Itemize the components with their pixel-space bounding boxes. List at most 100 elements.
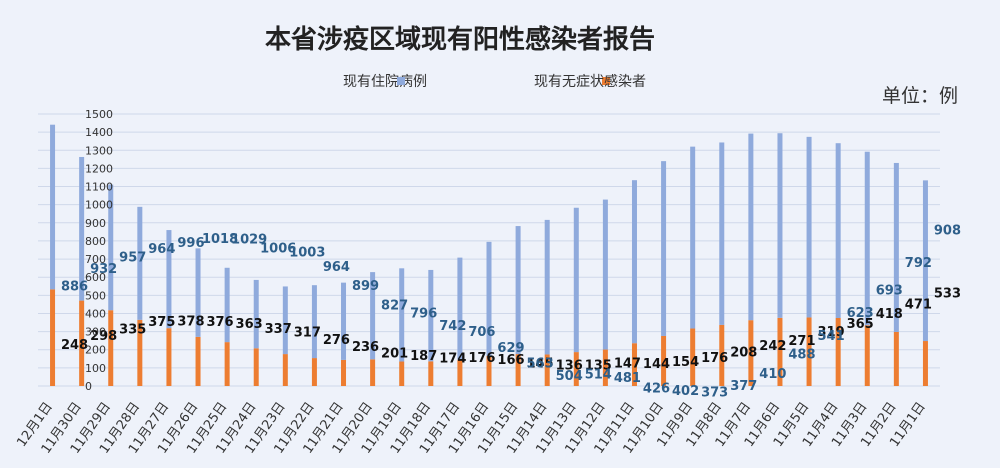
bar-hospitalized: [457, 359, 463, 386]
chart-title: 本省涉疫区域现有阳性感染者报告: [265, 24, 655, 55]
label-asymptomatic: 1003: [289, 246, 325, 261]
bar-asymptomatic: [573, 207, 579, 353]
bar-asymptomatic: [777, 133, 783, 318]
label-hospitalized: 298: [90, 329, 117, 344]
label-hospitalized: 166: [497, 353, 524, 368]
label-hospitalized: 145: [527, 357, 554, 372]
bar-asymptomatic: [50, 124, 56, 290]
label-hospitalized: 276: [323, 333, 350, 348]
label-hospitalized: 176: [468, 351, 495, 366]
bar-hospitalized: [486, 355, 492, 386]
label-hospitalized: 242: [759, 339, 786, 354]
y-tick-label: 1500: [85, 108, 113, 121]
bar-hospitalized: [224, 342, 230, 386]
label-asymptomatic: 706: [468, 325, 495, 340]
label-hospitalized: 271: [788, 334, 815, 349]
legend-label: 现有无症状感染者: [534, 73, 646, 90]
bar-hospitalized: [282, 354, 288, 386]
label-asymptomatic: 541: [817, 329, 844, 344]
bar-hospitalized: [806, 317, 812, 386]
bar-hospitalized: [253, 348, 259, 386]
y-tick-label: 1000: [85, 199, 113, 212]
bar-hospitalized: [777, 317, 783, 386]
bar-asymptomatic: [428, 269, 434, 362]
y-tick-label: 900: [85, 217, 106, 230]
legend-swatch: [397, 77, 405, 85]
label-asymptomatic: 964: [323, 260, 350, 275]
label-hospitalized: 136: [556, 358, 583, 373]
label-hospitalized: 375: [148, 315, 175, 330]
bar-asymptomatic: [457, 257, 463, 360]
bar-hospitalized: [922, 341, 928, 386]
bar-asymptomatic: [719, 142, 725, 325]
bar-hospitalized: [79, 300, 85, 386]
data-labels: 248 886 298 932 335 957 375 964 378 996 376 1018 363…: [61, 224, 961, 401]
label-asymptomatic: 402: [672, 384, 699, 399]
bar-hospitalized: [166, 328, 172, 386]
y-axis: 0 100 200 300 400 500 600 700 800 900 1000 1100 1200…: [85, 108, 113, 393]
label-asymptomatic: 899: [352, 279, 379, 294]
label-asymptomatic: 514: [585, 367, 612, 382]
bar-hospitalized: [864, 325, 870, 386]
x-axis: 11月1日11月2日11月3日11月4日11月5日11月6日11月7日11月8日…: [14, 400, 928, 457]
bar-asymptomatic: [341, 282, 347, 360]
label-asymptomatic: 373: [701, 385, 728, 400]
bar-hospitalized: [311, 358, 317, 386]
bar-asymptomatic: [922, 180, 928, 342]
label-asymptomatic: 886: [61, 279, 88, 294]
label-asymptomatic: 504: [556, 369, 583, 384]
legend-swatch: [602, 77, 610, 85]
label-asymptomatic: 996: [177, 236, 204, 251]
bar-hospitalized: [399, 361, 405, 386]
y-tick-label: 600: [85, 271, 106, 284]
label-hospitalized: 135: [585, 359, 612, 374]
bar-asymptomatic: [166, 230, 172, 329]
label-asymptomatic: 1006: [260, 241, 296, 256]
bar-asymptomatic: [544, 219, 550, 355]
label-hospitalized: 236: [352, 340, 379, 355]
label-hospitalized: 176: [701, 351, 728, 366]
bar-asymptomatic: [864, 151, 870, 326]
bar-asymptomatic: [195, 248, 201, 337]
label-asymptomatic: 742: [439, 319, 466, 334]
bar-asymptomatic: [224, 267, 230, 343]
label-asymptomatic: 1029: [231, 233, 267, 248]
bar-hospitalized: [573, 352, 579, 386]
bar-hospitalized: [544, 354, 550, 386]
bar-asymptomatic: [661, 161, 667, 336]
label-hospitalized: 418: [876, 307, 903, 322]
label-asymptomatic: 629: [497, 341, 524, 356]
bar-asymptomatic: [690, 146, 696, 329]
label-hospitalized: 208: [730, 345, 757, 360]
bar-hospitalized: [195, 336, 201, 386]
legend-label: 现有住院病例: [343, 74, 427, 90]
bar-hospitalized: [108, 310, 114, 386]
header: 本省涉疫区域现有阳性感染者报告 单位：例: [265, 24, 958, 107]
label-asymptomatic: 426: [643, 382, 670, 397]
bar-hospitalized: [370, 359, 376, 386]
y-tick-label: 1200: [85, 162, 113, 175]
y-tick-label: 500: [85, 289, 106, 302]
bar-asymptomatic: [893, 162, 899, 332]
bar-hospitalized: [341, 359, 347, 386]
y-tick-label: 0: [85, 380, 92, 393]
unit-label: 单位：例: [882, 85, 958, 107]
label-asymptomatic: 957: [119, 251, 146, 266]
bar-asymptomatic: [748, 133, 754, 321]
label-hospitalized: 147: [614, 356, 641, 371]
bar-hospitalized: [50, 289, 56, 386]
y-tick-label: 800: [85, 235, 106, 248]
bar-hospitalized: [631, 343, 637, 386]
y-tick-label: 1300: [85, 144, 113, 157]
bar-asymptomatic: [806, 136, 812, 318]
label-asymptomatic: 623: [847, 306, 874, 321]
label-asymptomatic: 488: [788, 347, 815, 362]
bar-hospitalized: [690, 328, 696, 386]
label-hospitalized: 335: [119, 322, 146, 337]
bar-hospitalized: [428, 361, 434, 386]
bar-asymptomatic: [486, 241, 492, 356]
y-tick-label: 100: [85, 362, 106, 375]
y-tick-label: 400: [85, 307, 106, 320]
bar-asymptomatic: [835, 143, 841, 318]
